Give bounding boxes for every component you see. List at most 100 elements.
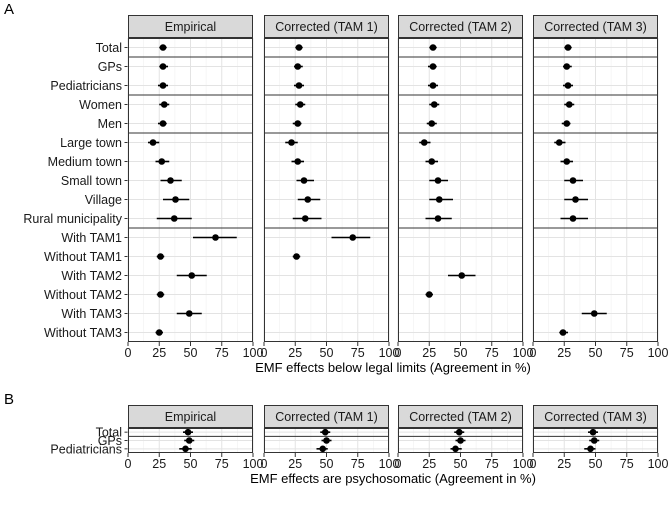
- facet-strip: [128, 405, 253, 428]
- x-tick-label: 25: [422, 346, 436, 360]
- data-point: [457, 437, 464, 444]
- x-tick-label: 25: [557, 457, 571, 471]
- y-tick-label: Women: [79, 98, 122, 112]
- y-tick-label: Without TAM3: [44, 326, 122, 340]
- x-tick-label: 0: [261, 457, 268, 471]
- data-point: [159, 63, 167, 70]
- panel-border: [128, 428, 253, 453]
- y-tick-label: Village: [85, 193, 122, 207]
- data-point: [294, 158, 302, 165]
- facet-strip-label: Empirical: [165, 20, 216, 34]
- panel-border: [128, 38, 253, 342]
- data-point: [182, 445, 189, 453]
- data-point: [159, 44, 167, 51]
- data-point: [458, 272, 466, 279]
- facet-strip-label: Corrected (TAM 1): [275, 20, 378, 34]
- facet-strip-label: Empirical: [165, 410, 216, 424]
- y-tick-label: With TAM1: [61, 231, 122, 245]
- facet-strip: [398, 15, 523, 38]
- panel-border: [264, 38, 389, 342]
- x-tick-label: 25: [422, 457, 436, 471]
- facet-panel: Corrected (TAM 1) 0 25 50 75 100: [261, 15, 399, 360]
- data-point: [149, 139, 157, 146]
- data-point: [563, 158, 571, 165]
- y-tick-label: Large town: [60, 136, 122, 150]
- data-point: [167, 177, 174, 184]
- y-tick-label: Small town: [61, 174, 122, 188]
- y-tick-label: With TAM2: [61, 269, 122, 283]
- x-tick-label: 25: [288, 346, 302, 360]
- panel-border: [533, 38, 658, 342]
- data-point: [349, 234, 357, 241]
- x-tick-label: 50: [184, 457, 198, 471]
- data-point: [428, 120, 436, 127]
- x-tick-label: 75: [215, 457, 229, 471]
- x-axis-title: EMF effects below legal limits (Agreemen…: [255, 360, 531, 375]
- facet-strip: [264, 15, 389, 38]
- data-point: [185, 437, 193, 444]
- data-point: [157, 291, 164, 298]
- y-tick-label: GPs: [98, 434, 122, 448]
- panel-border: [533, 428, 658, 453]
- x-tick-label: 0: [125, 346, 132, 360]
- y-tick-label: Total: [96, 426, 122, 440]
- y-tick-label: Pediatricians: [50, 442, 122, 456]
- data-point: [155, 329, 163, 336]
- data-point: [294, 63, 302, 70]
- facet-strip: [398, 405, 523, 428]
- x-tick-label: 50: [320, 457, 334, 471]
- panel-border: [264, 428, 389, 453]
- data-point: [157, 253, 164, 260]
- data-point: [590, 310, 598, 317]
- data-point: [188, 272, 196, 279]
- x-axis-title: EMF effects are psychosomatic (Agreement…: [250, 471, 536, 486]
- facet-panel: Corrected (TAM 3) 0 25 50 75 100: [530, 405, 669, 471]
- data-point: [569, 215, 577, 222]
- panel-label-b: B: [4, 391, 14, 408]
- facet-panel: Empirical 0 25 50 75 100: [125, 405, 264, 471]
- data-point: [300, 177, 308, 184]
- facet-panel: Corrected (TAM 1) 0 25 50 75 100: [261, 405, 399, 471]
- data-point: [428, 158, 436, 165]
- data-point: [295, 82, 303, 89]
- data-point: [172, 196, 179, 203]
- data-point: [304, 196, 312, 203]
- x-tick-label: 0: [125, 457, 132, 471]
- data-point: [565, 101, 573, 108]
- y-tick-label: Without TAM2: [44, 288, 122, 302]
- data-point: [590, 437, 598, 444]
- x-tick-label: 0: [395, 457, 402, 471]
- x-tick-label: 50: [454, 346, 468, 360]
- data-point: [455, 428, 463, 436]
- data-point: [294, 120, 302, 127]
- data-point: [429, 82, 437, 89]
- data-point: [321, 428, 329, 436]
- data-point: [564, 82, 572, 89]
- x-tick-label: 50: [589, 346, 603, 360]
- data-point: [564, 44, 572, 51]
- y-tick-label: Pediatricians: [50, 79, 122, 93]
- data-point: [425, 291, 433, 298]
- data-point: [452, 445, 459, 453]
- data-point: [212, 234, 219, 241]
- data-point: [434, 215, 442, 222]
- data-point: [158, 158, 166, 165]
- panel-border: [398, 38, 523, 342]
- data-point: [429, 63, 437, 70]
- data-point: [559, 329, 567, 336]
- facet-strip-label: Corrected (TAM 2): [409, 410, 512, 424]
- x-tick-label: 50: [589, 457, 603, 471]
- data-point: [159, 120, 167, 127]
- x-tick-label: 100: [648, 457, 669, 471]
- data-point: [295, 44, 303, 51]
- y-tick-label: With TAM3: [61, 307, 122, 321]
- x-tick-label: 100: [513, 346, 534, 360]
- data-point: [323, 437, 330, 444]
- x-tick-label: 100: [243, 457, 264, 471]
- data-point: [160, 101, 168, 108]
- data-point: [434, 177, 442, 184]
- data-point: [170, 215, 178, 222]
- x-tick-label: 75: [620, 346, 634, 360]
- x-tick-label: 0: [530, 346, 537, 360]
